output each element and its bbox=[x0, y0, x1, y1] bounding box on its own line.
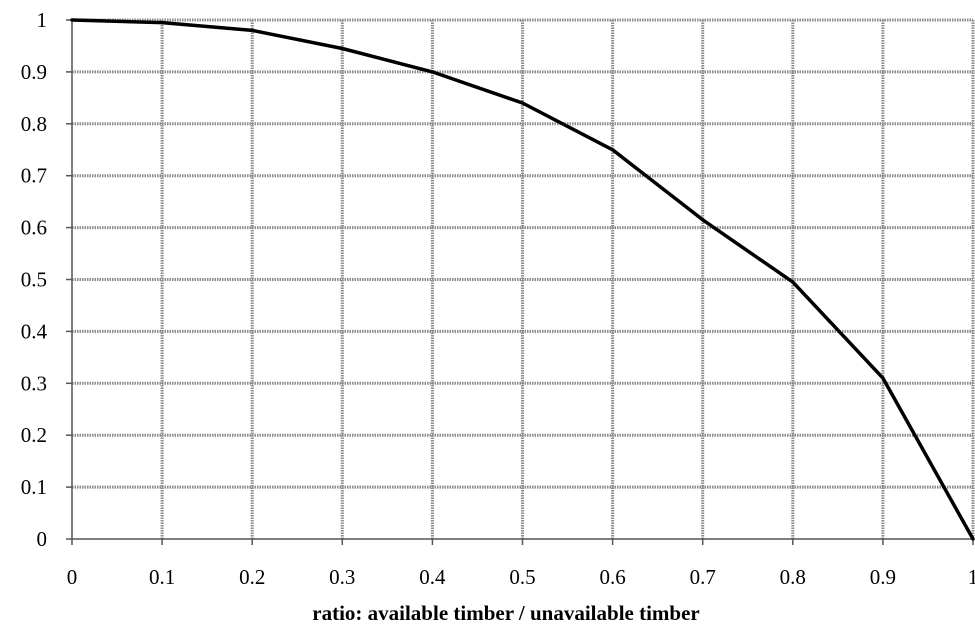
x-tick-label: 0.5 bbox=[509, 565, 535, 589]
y-tick-label: 0.5 bbox=[21, 268, 47, 292]
y-tick-labels: 0 0.1 0.2 0.3 0.4 0.5 0.6 0.7 0.8 0.9 1 bbox=[21, 8, 48, 551]
x-tick-label: 0 bbox=[67, 565, 78, 589]
y-tick-label: 0.9 bbox=[21, 60, 47, 84]
y-tick-label: 0.1 bbox=[21, 475, 47, 499]
gridlines bbox=[72, 18, 975, 539]
tick-marks bbox=[66, 19, 974, 545]
x-tick-label: 0.7 bbox=[690, 565, 716, 589]
x-tick-label: 0.6 bbox=[599, 565, 625, 589]
y-tick-label: 1 bbox=[37, 8, 48, 32]
x-tick-label: 0.1 bbox=[149, 565, 175, 589]
x-tick-label: 1 bbox=[968, 565, 975, 589]
x-tick-label: 0.8 bbox=[780, 565, 806, 589]
series-line bbox=[70, 18, 975, 541]
y-tick-label: 0.8 bbox=[21, 112, 47, 136]
x-tick-label: 0.2 bbox=[239, 565, 265, 589]
y-tick-label: 0.7 bbox=[21, 164, 47, 188]
y-tick-label: 0 bbox=[37, 527, 48, 551]
x-axis-title: ratio: available timber / unavailable ti… bbox=[312, 601, 700, 625]
y-tick-label: 0.3 bbox=[21, 371, 47, 395]
y-tick-label: 0.2 bbox=[21, 423, 47, 447]
x-tick-label: 0.3 bbox=[329, 565, 355, 589]
series-group bbox=[70, 18, 975, 541]
x-tick-labels: 0 0.1 0.2 0.3 0.4 0.5 0.6 0.7 0.8 0.9 1 bbox=[67, 565, 975, 589]
y-tick-label: 0.6 bbox=[21, 216, 47, 240]
y-tick-label: 0.4 bbox=[21, 319, 48, 343]
x-tick-label: 0.4 bbox=[419, 565, 446, 589]
x-tick-label: 0.9 bbox=[870, 565, 896, 589]
